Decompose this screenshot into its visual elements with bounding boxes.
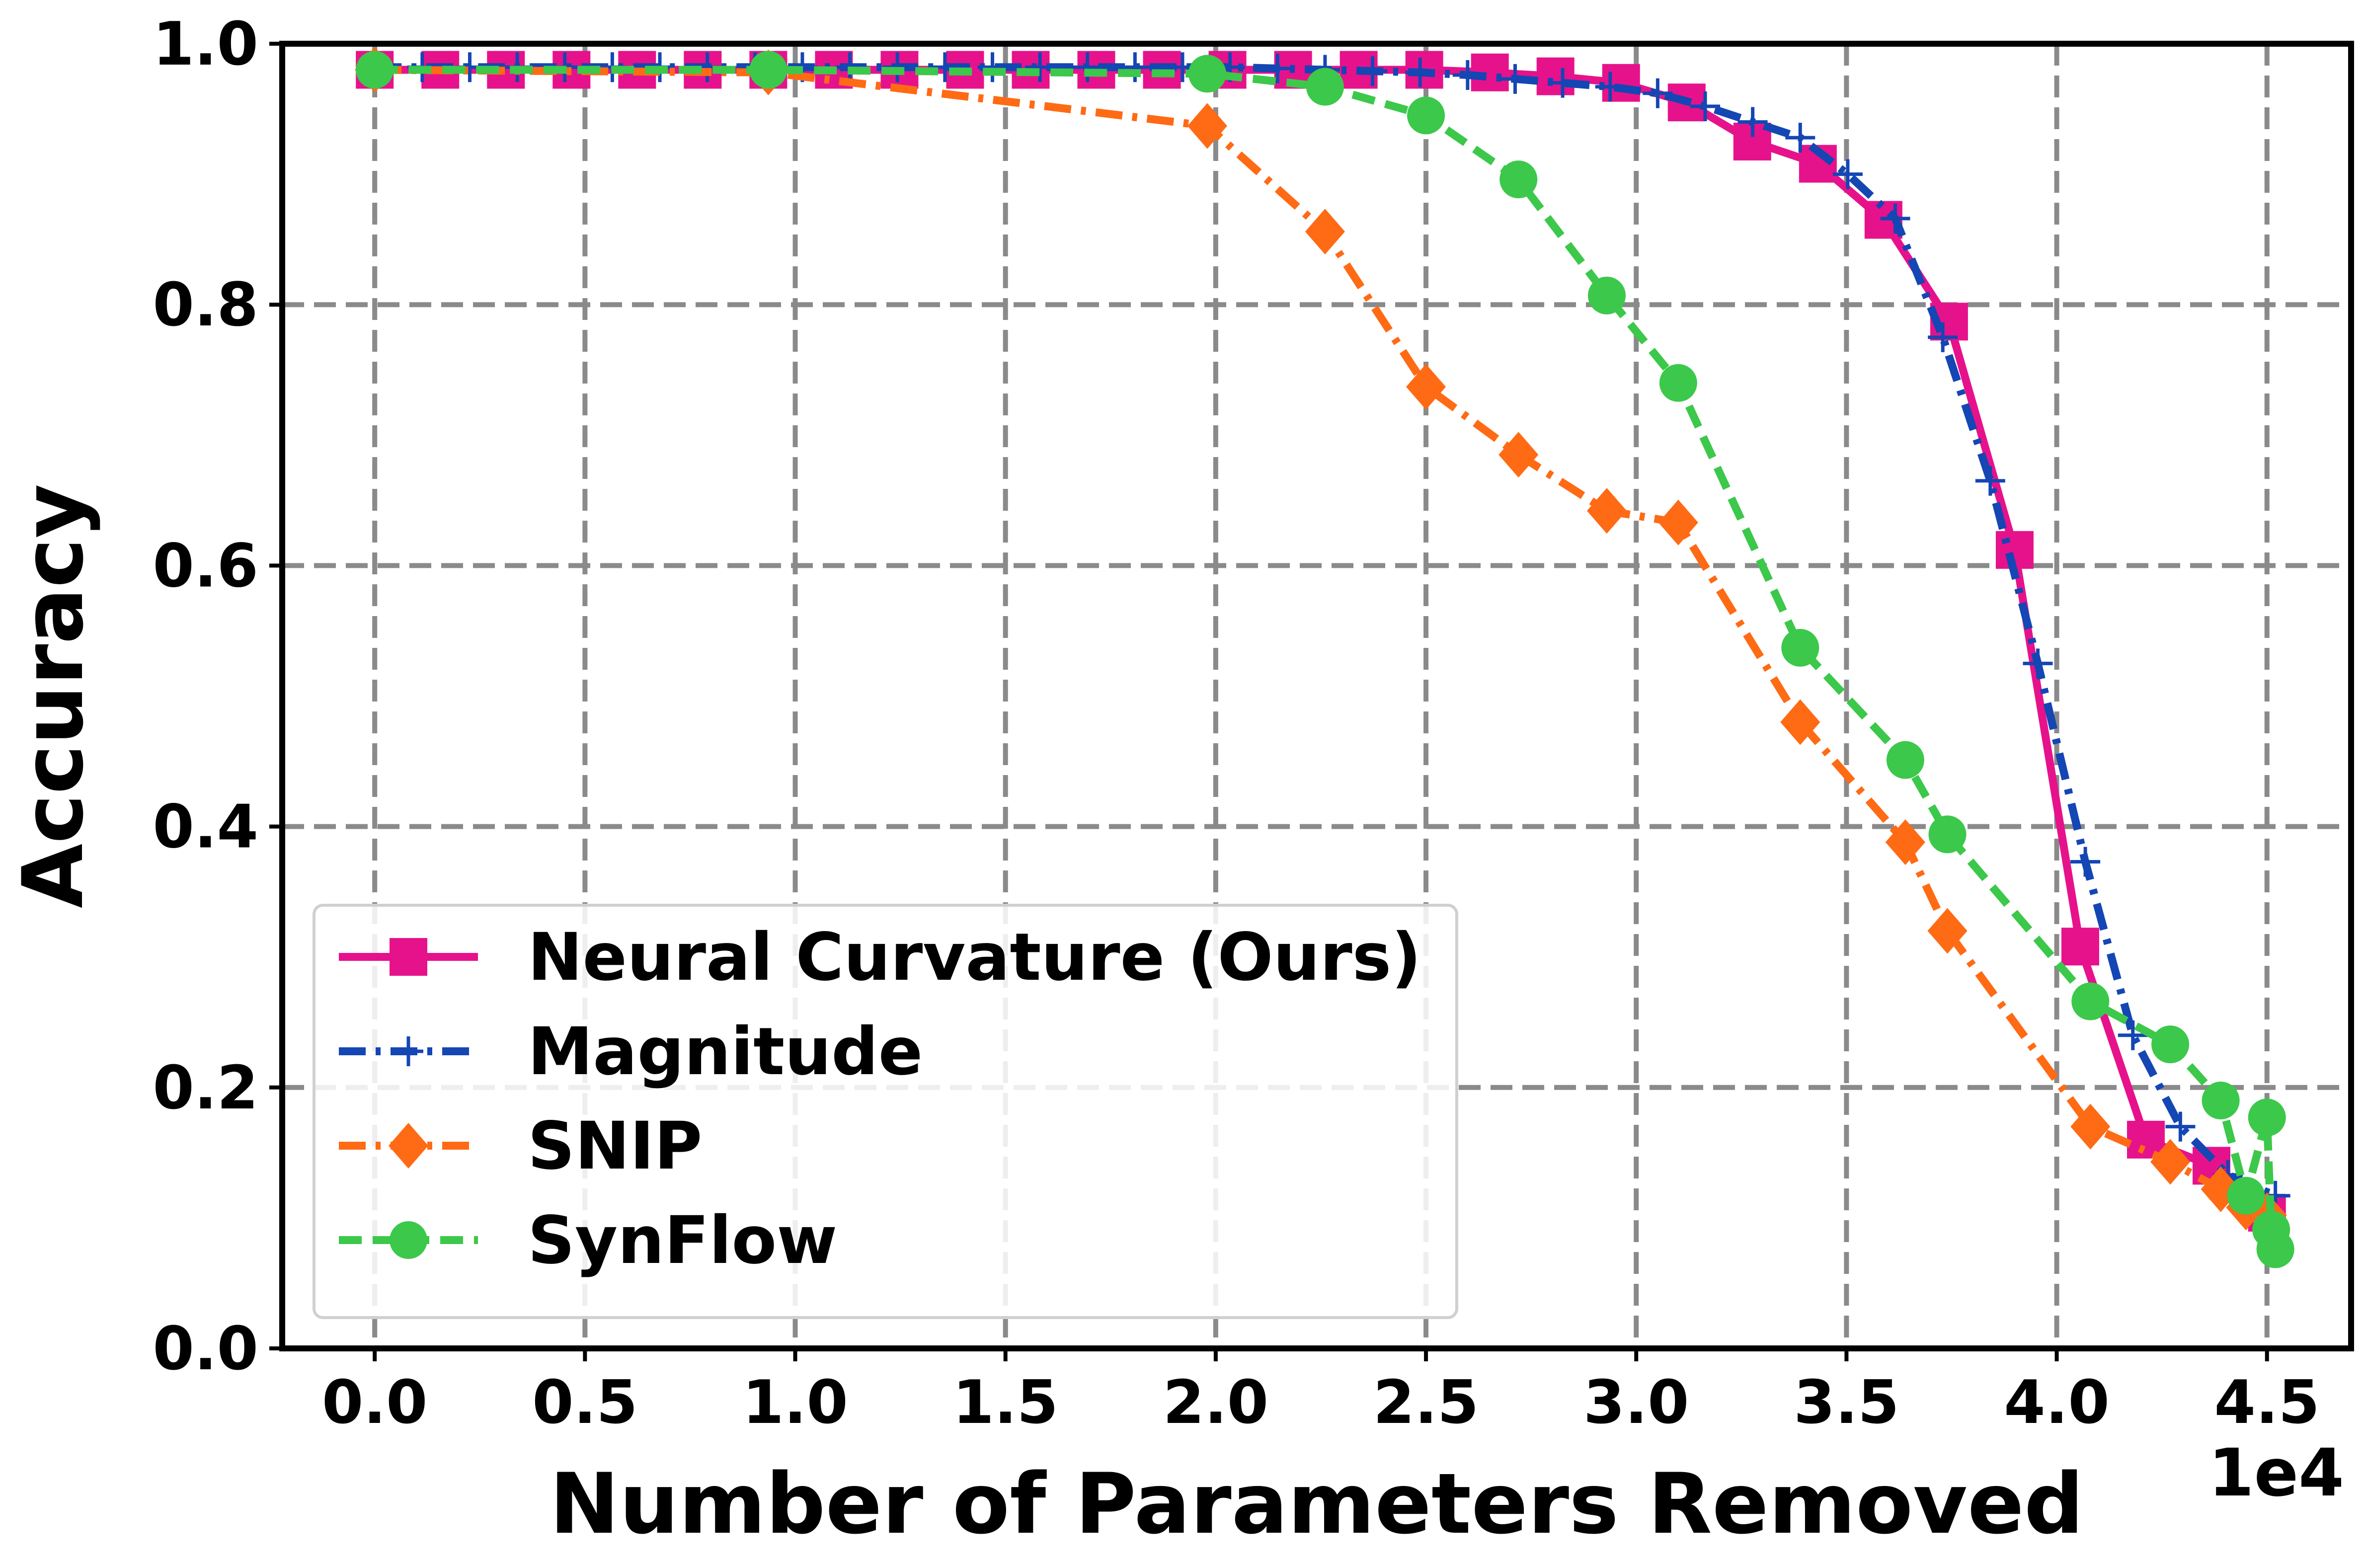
data-point: [1120, 52, 1150, 82]
y-tick-label: 0.8: [153, 271, 258, 340]
data-point: [1187, 103, 1227, 149]
series-layer: [355, 47, 2294, 1268]
y-tick-label: 0.0: [153, 1315, 258, 1384]
series-line: [375, 66, 2280, 1251]
data-point: [1643, 78, 1673, 108]
data-point: [930, 52, 960, 82]
data-point: [1781, 628, 1819, 667]
x-tick-label: 1.5: [952, 1368, 1058, 1437]
x-tick-label: 3.5: [1794, 1368, 1899, 1437]
data-point: [1407, 96, 1445, 135]
data-point: [1500, 64, 1530, 94]
data-point: [1025, 52, 1055, 82]
data-point: [2023, 648, 2053, 679]
x-tick-label: 4.0: [2004, 1368, 2110, 1437]
data-point: [1880, 203, 1910, 234]
series-3: [356, 51, 2294, 1268]
y-tick-label: 0.4: [153, 793, 258, 862]
x-axis-title: Number of Parameters Removed: [550, 1455, 2084, 1553]
data-point: [2202, 1082, 2240, 1120]
data-point: [1658, 499, 1698, 546]
data-point: [2256, 1230, 2294, 1268]
legend-label: SNIP: [528, 1108, 702, 1184]
data-point: [1886, 741, 1924, 779]
data-point: [1305, 209, 1345, 255]
legend-item: Magnitude: [339, 1014, 923, 1090]
legend-label: Neural Curvature (Ours): [528, 919, 1421, 996]
y-tick-label: 0.2: [153, 1054, 258, 1123]
plot-frame: [279, 41, 2354, 1351]
data-point: [2248, 1098, 2286, 1137]
data-point: [1072, 52, 1103, 82]
data-point: [2070, 1103, 2111, 1150]
y-tick-label: 0.6: [153, 532, 258, 601]
data-point: [1306, 68, 1344, 106]
x-axis-offset-label: 1e4: [2208, 1435, 2344, 1511]
data-point: [1357, 56, 1388, 86]
data-point: [2165, 1111, 2196, 1142]
x-tick-label: 3.0: [1583, 1368, 1689, 1437]
legend-marker-swatch: [390, 1221, 427, 1259]
data-point: [356, 51, 394, 89]
y-tick-label: 1.0: [153, 10, 258, 79]
series-line: [375, 66, 2269, 1219]
legend-label: Magnitude: [528, 1014, 923, 1090]
x-tick-label: 0.0: [322, 1368, 428, 1437]
data-point: [1780, 699, 1820, 745]
legend-item: Neural Curvature (Ours): [339, 919, 1421, 996]
data-point: [2151, 1025, 2190, 1064]
x-tick-label: 1.0: [742, 1368, 848, 1437]
x-tick-label: 0.5: [532, 1368, 638, 1437]
x-tick-label: 2.0: [1163, 1368, 1269, 1437]
axis-ticks: 0.0 0.5 1.0 1.5 2.0 2.5 3.0 3.5 4.0 4.5 0.0 0.2 0.4 0…: [153, 10, 2320, 1437]
data-point: [1188, 55, 1226, 93]
data-point: [2150, 1139, 2191, 1185]
data-point: [2061, 928, 2099, 966]
data-point: [1885, 819, 1925, 865]
x-tick-label: 2.5: [1373, 1368, 1479, 1437]
data-point: [1927, 908, 1968, 954]
data-point: [749, 51, 788, 89]
legend-label: SynFlow: [528, 1202, 837, 1279]
legend-item: SynFlow: [339, 1202, 837, 1279]
data-point: [1499, 160, 1538, 199]
data-point: [1548, 68, 1578, 98]
legend-marker-swatch: [390, 938, 427, 976]
legend: Neural Curvature (Ours) Magnitude SNIP SynF…: [313, 904, 1458, 1319]
legend-item: SNIP: [339, 1108, 702, 1184]
data-point: [1737, 107, 1768, 137]
data-point: [1928, 322, 1958, 352]
data-point: [1586, 488, 1627, 534]
data-point: [1928, 815, 1967, 854]
data-point: [1536, 57, 1575, 95]
data-point: [2071, 982, 2110, 1020]
legend-marker-swatch: [389, 1123, 428, 1169]
data-point: [1498, 432, 1539, 478]
data-point: [1690, 91, 1721, 122]
x-tick-label: 4.5: [2214, 1368, 2320, 1437]
data-point: [1262, 53, 1293, 83]
data-point: [1659, 364, 1697, 402]
data-point: [2070, 847, 2101, 877]
data-point: [1587, 276, 1626, 314]
data-point: [1405, 57, 1435, 87]
data-point: [977, 52, 1008, 82]
data-point: [1452, 60, 1483, 90]
data-point: [1595, 72, 1625, 102]
y-axis-title: Accuracy: [4, 484, 102, 908]
data-point: [1785, 123, 1815, 153]
data-point: [1406, 364, 1446, 410]
data-point: [2127, 1120, 2165, 1159]
data-point: [2227, 1176, 2265, 1215]
legend-box: [313, 904, 1458, 1319]
data-point: [1832, 159, 1863, 189]
data-point: [1602, 64, 1640, 102]
data-point: [1975, 466, 2005, 496]
legend-marker-swatch: [394, 1036, 423, 1066]
data-point: [2118, 1020, 2148, 1050]
